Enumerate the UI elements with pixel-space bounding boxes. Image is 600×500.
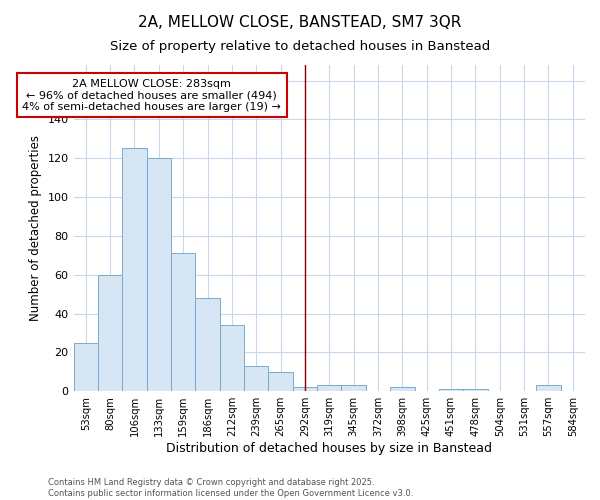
- Text: 2A, MELLOW CLOSE, BANSTEAD, SM7 3QR: 2A, MELLOW CLOSE, BANSTEAD, SM7 3QR: [139, 15, 461, 30]
- Bar: [463, 390, 488, 391]
- Bar: [268, 372, 293, 391]
- Bar: [196, 298, 220, 391]
- Bar: [146, 158, 171, 391]
- Bar: [317, 386, 341, 391]
- Y-axis label: Number of detached properties: Number of detached properties: [29, 135, 42, 321]
- Text: Size of property relative to detached houses in Banstead: Size of property relative to detached ho…: [110, 40, 490, 53]
- Bar: [98, 274, 122, 391]
- Bar: [293, 388, 317, 391]
- Bar: [439, 390, 463, 391]
- Text: Contains HM Land Registry data © Crown copyright and database right 2025.
Contai: Contains HM Land Registry data © Crown c…: [48, 478, 413, 498]
- Bar: [220, 325, 244, 391]
- Bar: [122, 148, 146, 391]
- Bar: [390, 388, 415, 391]
- Bar: [74, 342, 98, 391]
- X-axis label: Distribution of detached houses by size in Banstead: Distribution of detached houses by size …: [166, 442, 492, 455]
- Bar: [171, 254, 196, 391]
- Text: 2A MELLOW CLOSE: 283sqm
← 96% of detached houses are smaller (494)
4% of semi-de: 2A MELLOW CLOSE: 283sqm ← 96% of detache…: [22, 78, 281, 112]
- Bar: [341, 386, 366, 391]
- Bar: [244, 366, 268, 391]
- Bar: [536, 386, 560, 391]
